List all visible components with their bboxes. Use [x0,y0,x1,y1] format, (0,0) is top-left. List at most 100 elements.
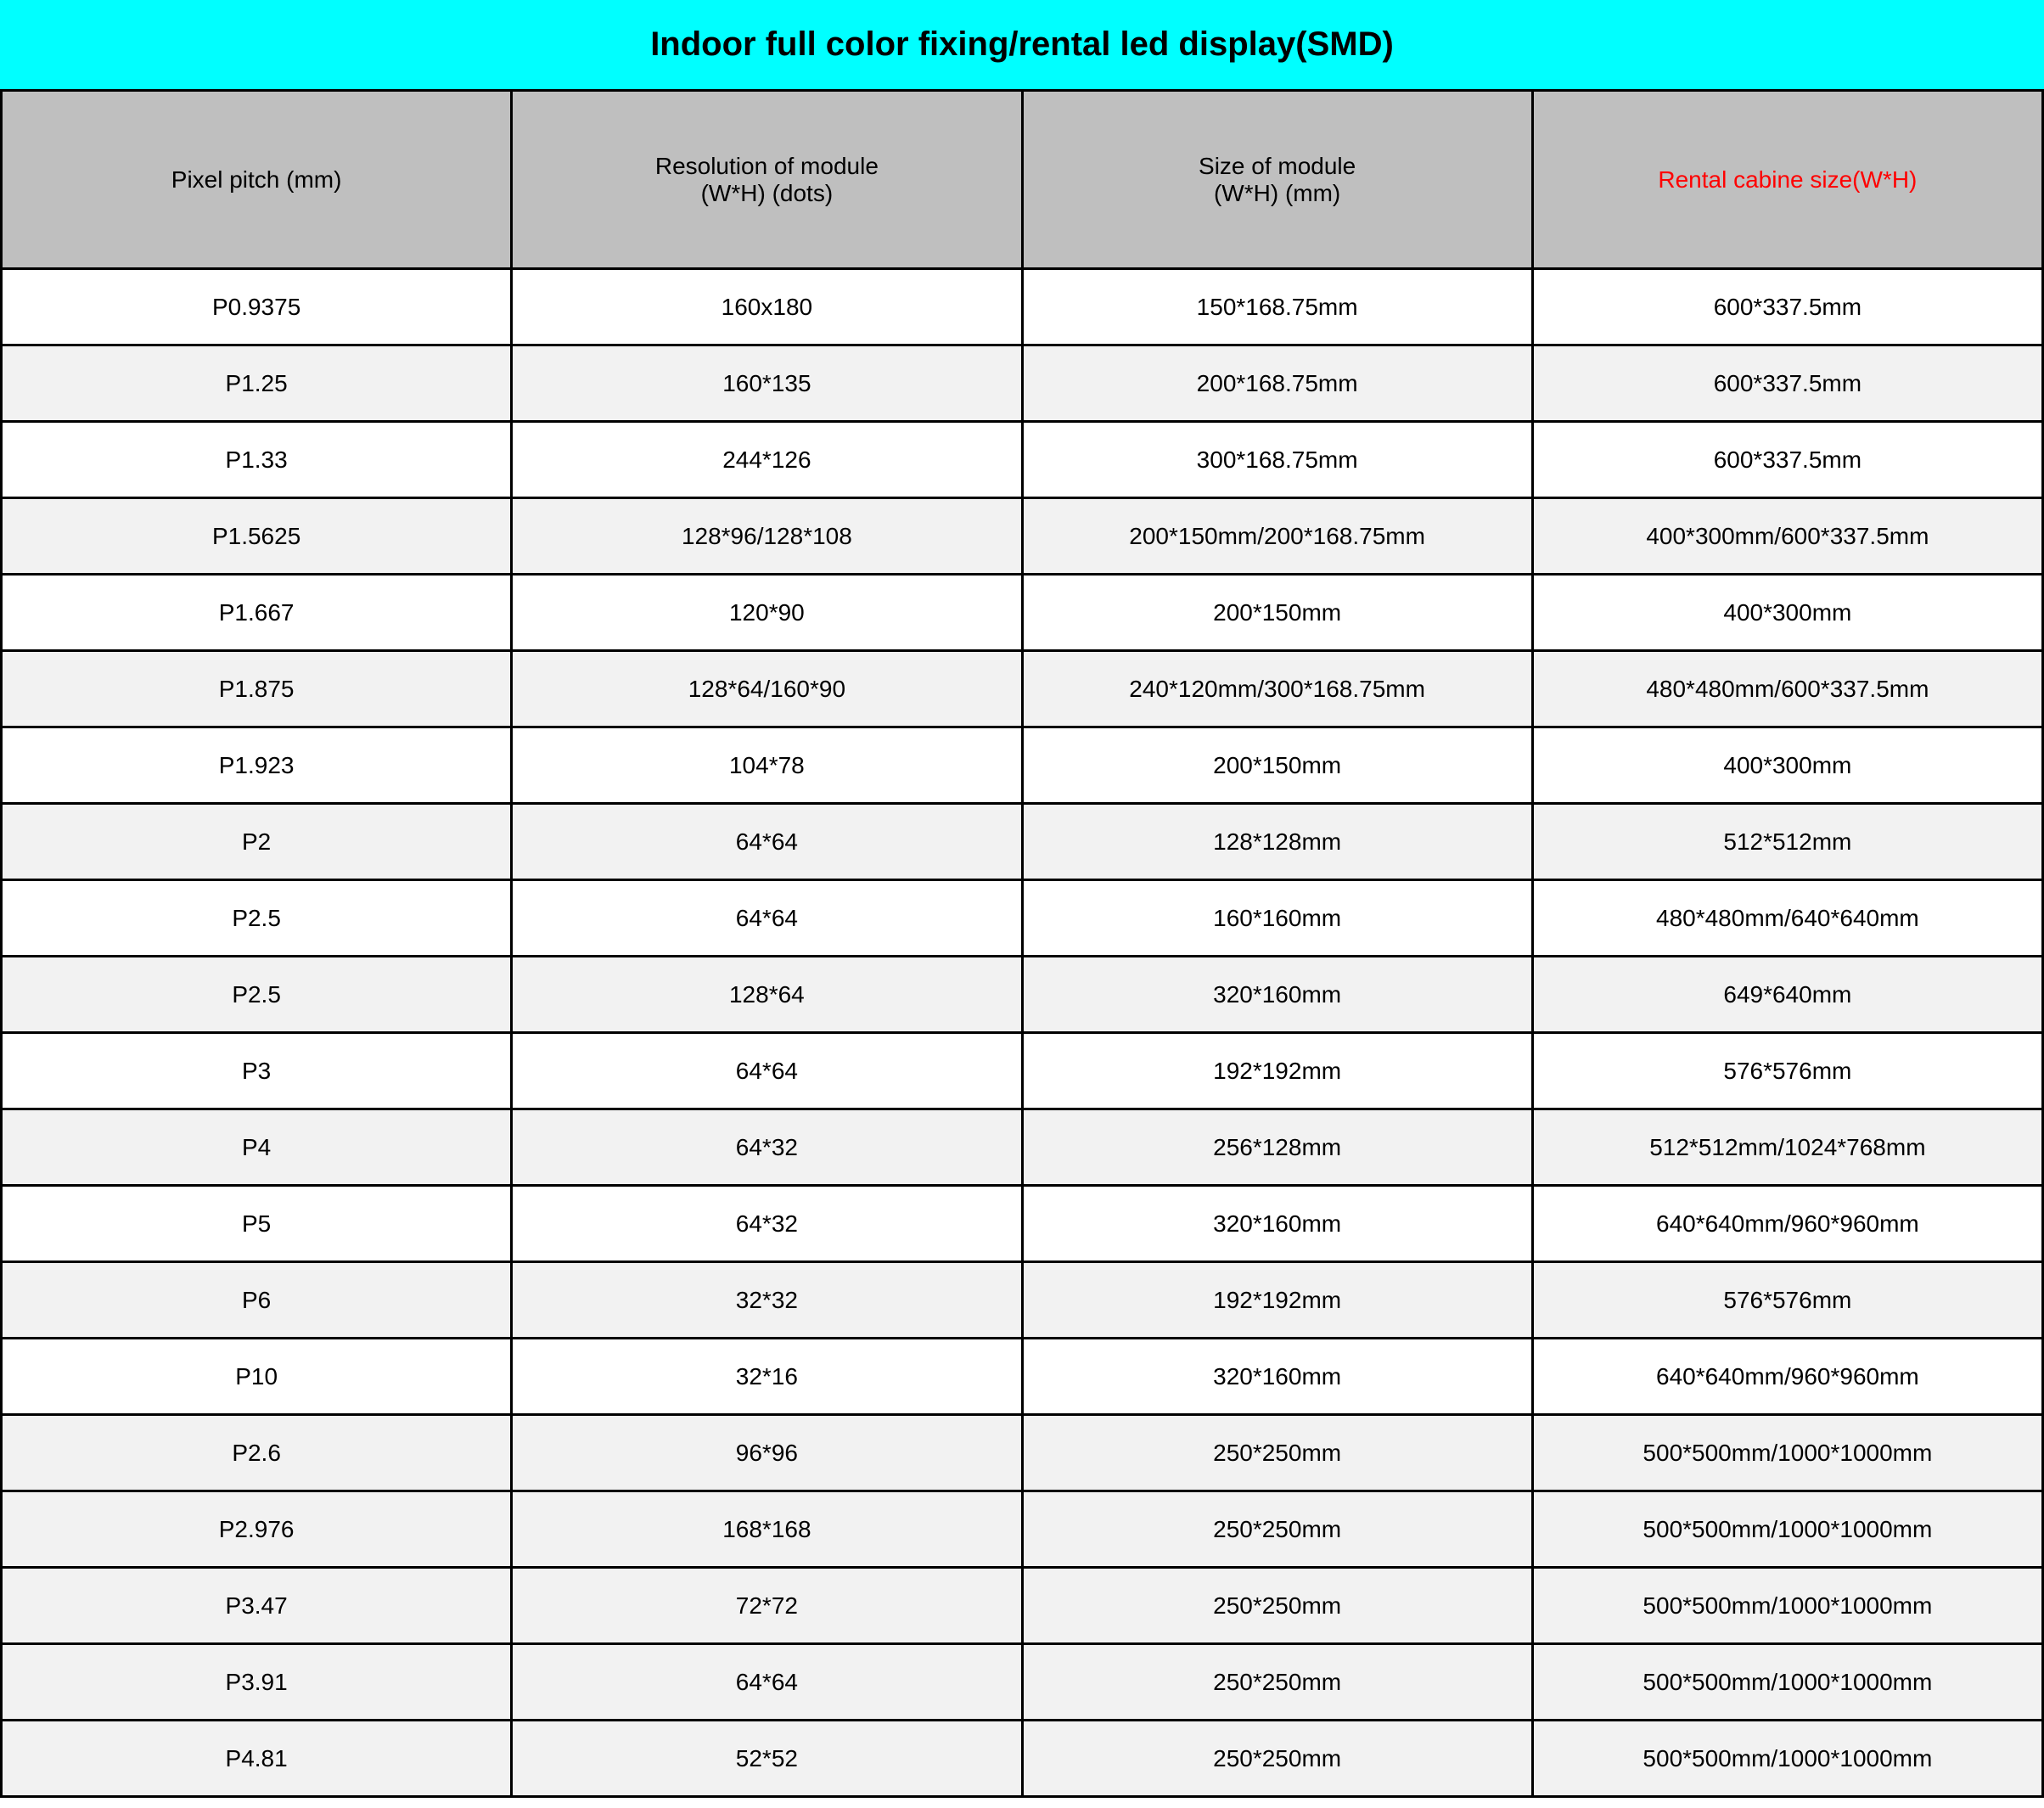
table-row: P1.33244*126300*168.75mm600*337.5mm [2,422,2043,498]
cell-12-0: P5 [2,1186,512,1262]
cell-18-2: 250*250mm [1022,1644,1532,1721]
table-row: P364*64192*192mm576*576mm [2,1033,2043,1109]
cell-13-2: 192*192mm [1022,1262,1532,1339]
table-row: P1.25160*135200*168.75mm600*337.5mm [2,345,2043,422]
cell-17-0: P3.47 [2,1568,512,1644]
cell-9-1: 128*64 [512,957,1022,1033]
table-row: P564*32320*160mm640*640mm/960*960mm [2,1186,2043,1262]
cell-13-0: P6 [2,1262,512,1339]
column-header-1: Resolution of module(W*H) (dots) [512,91,1022,269]
cell-10-2: 192*192mm [1022,1033,1532,1109]
spec-table-container: Indoor full color fixing/rental led disp… [0,0,2044,1798]
cell-12-1: 64*32 [512,1186,1022,1262]
cell-15-2: 250*250mm [1022,1415,1532,1491]
cell-2-1: 244*126 [512,422,1022,498]
table-row: P1.875128*64/160*90240*120mm/300*168.75m… [2,651,2043,727]
table-row: P464*32256*128mm512*512mm/1024*768mm [2,1109,2043,1186]
cell-19-1: 52*52 [512,1721,1022,1797]
cell-4-3: 400*300mm [1532,575,2042,651]
cell-1-1: 160*135 [512,345,1022,422]
table-row: P264*64128*128mm512*512mm [2,804,2043,880]
cell-9-0: P2.5 [2,957,512,1033]
table-row: P2.5128*64320*160mm649*640mm [2,957,2043,1033]
cell-10-0: P3 [2,1033,512,1109]
table-row: P1.5625128*96/128*108200*150mm/200*168.7… [2,498,2043,575]
column-header-3: Rental cabine size(W*H) [1532,91,2042,269]
cell-14-0: P10 [2,1339,512,1415]
cell-16-0: P2.976 [2,1491,512,1568]
cell-12-3: 640*640mm/960*960mm [1532,1186,2042,1262]
cell-17-1: 72*72 [512,1568,1022,1644]
cell-4-1: 120*90 [512,575,1022,651]
table-row: P2.564*64160*160mm480*480mm/640*640mm [2,880,2043,957]
cell-0-1: 160x180 [512,269,1022,345]
cell-12-2: 320*160mm [1022,1186,1532,1262]
cell-1-3: 600*337.5mm [1532,345,2042,422]
header-row: Pixel pitch (mm)Resolution of module(W*H… [2,91,2043,269]
cell-3-2: 200*150mm/200*168.75mm [1022,498,1532,575]
table-row: P0.9375160x180150*168.75mm600*337.5mm [2,269,2043,345]
spec-table: Pixel pitch (mm)Resolution of module(W*H… [0,89,2044,1798]
table-row: P2.696*96250*250mm500*500mm/1000*1000mm [2,1415,2043,1491]
cell-0-2: 150*168.75mm [1022,269,1532,345]
cell-0-0: P0.9375 [2,269,512,345]
cell-19-0: P4.81 [2,1721,512,1797]
cell-17-2: 250*250mm [1022,1568,1532,1644]
cell-8-2: 160*160mm [1022,880,1532,957]
cell-18-1: 64*64 [512,1644,1022,1721]
cell-2-0: P1.33 [2,422,512,498]
cell-10-1: 64*64 [512,1033,1022,1109]
cell-7-2: 128*128mm [1022,804,1532,880]
table-row: P3.9164*64250*250mm500*500mm/1000*1000mm [2,1644,2043,1721]
table-body: P0.9375160x180150*168.75mm600*337.5mmP1.… [2,269,2043,1797]
cell-13-1: 32*32 [512,1262,1022,1339]
table-row: P1032*16320*160mm640*640mm/960*960mm [2,1339,2043,1415]
cell-4-0: P1.667 [2,575,512,651]
table-title: Indoor full color fixing/rental led disp… [0,0,2044,89]
cell-9-2: 320*160mm [1022,957,1532,1033]
table-row: P1.923104*78200*150mm400*300mm [2,727,2043,804]
cell-16-3: 500*500mm/1000*1000mm [1532,1491,2042,1568]
column-header-2: Size of module(W*H) (mm) [1022,91,1532,269]
cell-7-0: P2 [2,804,512,880]
cell-17-3: 500*500mm/1000*1000mm [1532,1568,2042,1644]
cell-15-1: 96*96 [512,1415,1022,1491]
cell-16-1: 168*168 [512,1491,1022,1568]
cell-3-1: 128*96/128*108 [512,498,1022,575]
cell-1-2: 200*168.75mm [1022,345,1532,422]
cell-15-0: P2.6 [2,1415,512,1491]
cell-0-3: 600*337.5mm [1532,269,2042,345]
cell-19-2: 250*250mm [1022,1721,1532,1797]
cell-3-0: P1.5625 [2,498,512,575]
cell-8-3: 480*480mm/640*640mm [1532,880,2042,957]
cell-11-1: 64*32 [512,1109,1022,1186]
table-row: P4.8152*52250*250mm500*500mm/1000*1000mm [2,1721,2043,1797]
cell-5-3: 480*480mm/600*337.5mm [1532,651,2042,727]
cell-1-0: P1.25 [2,345,512,422]
cell-8-1: 64*64 [512,880,1022,957]
cell-6-0: P1.923 [2,727,512,804]
cell-6-1: 104*78 [512,727,1022,804]
table-header: Pixel pitch (mm)Resolution of module(W*H… [2,91,2043,269]
cell-14-2: 320*160mm [1022,1339,1532,1415]
cell-8-0: P2.5 [2,880,512,957]
cell-5-2: 240*120mm/300*168.75mm [1022,651,1532,727]
cell-6-3: 400*300mm [1532,727,2042,804]
cell-18-0: P3.91 [2,1644,512,1721]
cell-7-3: 512*512mm [1532,804,2042,880]
cell-14-3: 640*640mm/960*960mm [1532,1339,2042,1415]
cell-11-2: 256*128mm [1022,1109,1532,1186]
cell-11-3: 512*512mm/1024*768mm [1532,1109,2042,1186]
cell-5-0: P1.875 [2,651,512,727]
column-header-0: Pixel pitch (mm) [2,91,512,269]
cell-2-2: 300*168.75mm [1022,422,1532,498]
cell-9-3: 649*640mm [1532,957,2042,1033]
table-row: P3.4772*72250*250mm500*500mm/1000*1000mm [2,1568,2043,1644]
cell-4-2: 200*150mm [1022,575,1532,651]
cell-10-3: 576*576mm [1532,1033,2042,1109]
cell-15-3: 500*500mm/1000*1000mm [1532,1415,2042,1491]
cell-3-3: 400*300mm/600*337.5mm [1532,498,2042,575]
table-row: P1.667120*90200*150mm400*300mm [2,575,2043,651]
cell-6-2: 200*150mm [1022,727,1532,804]
table-row: P2.976168*168250*250mm500*500mm/1000*100… [2,1491,2043,1568]
